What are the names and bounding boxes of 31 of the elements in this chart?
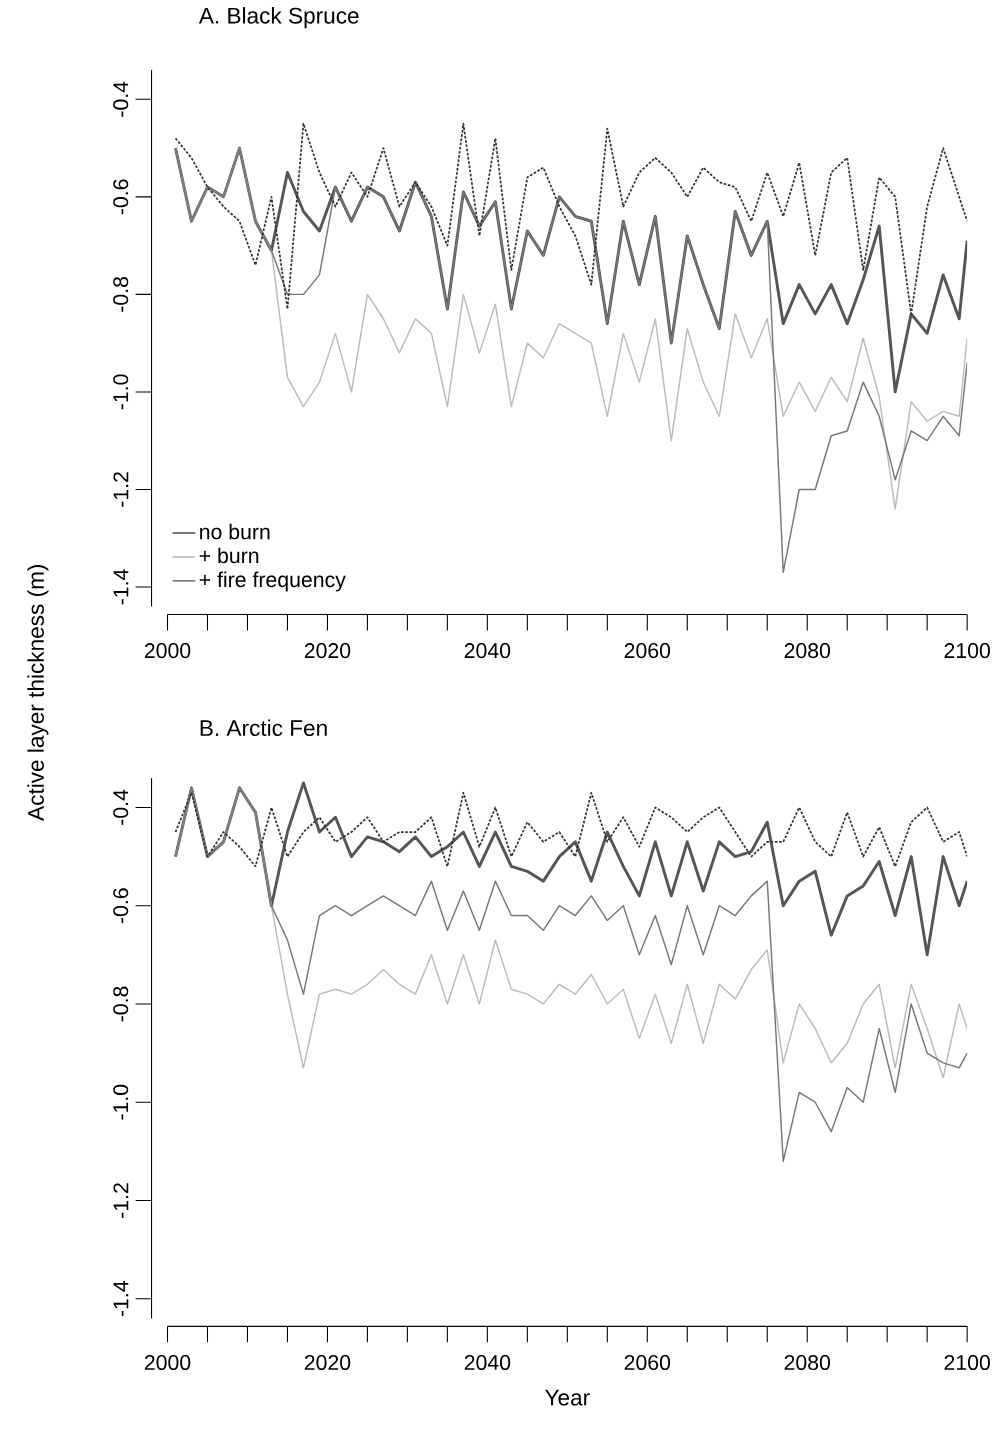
y-tick-label: -0.8 xyxy=(113,276,129,312)
legend-label: + burn xyxy=(199,547,259,564)
y-tick-label: -1.0 xyxy=(113,1084,129,1120)
y-tick-label: -1.2 xyxy=(113,472,129,507)
y-tick-label: -0.6 xyxy=(113,179,129,215)
x-tick-label: 2040 xyxy=(464,643,511,659)
x-tick-label: 2060 xyxy=(624,1355,671,1371)
x-tick-label: 2020 xyxy=(304,1355,351,1371)
legend-label: + fire frequency xyxy=(199,571,346,592)
x-tick-label: 2060 xyxy=(624,643,671,659)
x-tick-label: 2100 xyxy=(944,1355,990,1371)
legend-label: no burn xyxy=(200,523,270,540)
x-tick-label: 2080 xyxy=(784,1355,831,1371)
y-tick-label: -0.6 xyxy=(113,888,129,924)
y-tick-label: -1.2 xyxy=(113,1183,129,1218)
y-tick-label: -0.4 xyxy=(113,81,129,117)
y-tick-label: -1.4 xyxy=(113,1281,129,1317)
y-tick-label: -1.0 xyxy=(113,374,129,410)
x-tick-label: 2040 xyxy=(464,1355,511,1371)
y-tick-label: -0.8 xyxy=(113,986,129,1022)
x-axis-title: Year xyxy=(544,1389,590,1406)
chart-title: B. Arctic Fen xyxy=(200,719,327,737)
y-tick-label: -1.4 xyxy=(113,569,129,605)
chart-title: A. Black Spruce xyxy=(198,7,359,29)
x-tick-label: 2000 xyxy=(144,1355,191,1371)
x-tick-label: 2100 xyxy=(944,643,990,659)
x-tick-label: 2000 xyxy=(144,643,191,659)
y-tick-label: -0.4 xyxy=(113,789,129,825)
y-axis-title: Active layer thickness (m) xyxy=(27,564,49,821)
x-tick-label: 2020 xyxy=(304,643,351,659)
x-tick-label: 2080 xyxy=(784,643,831,659)
